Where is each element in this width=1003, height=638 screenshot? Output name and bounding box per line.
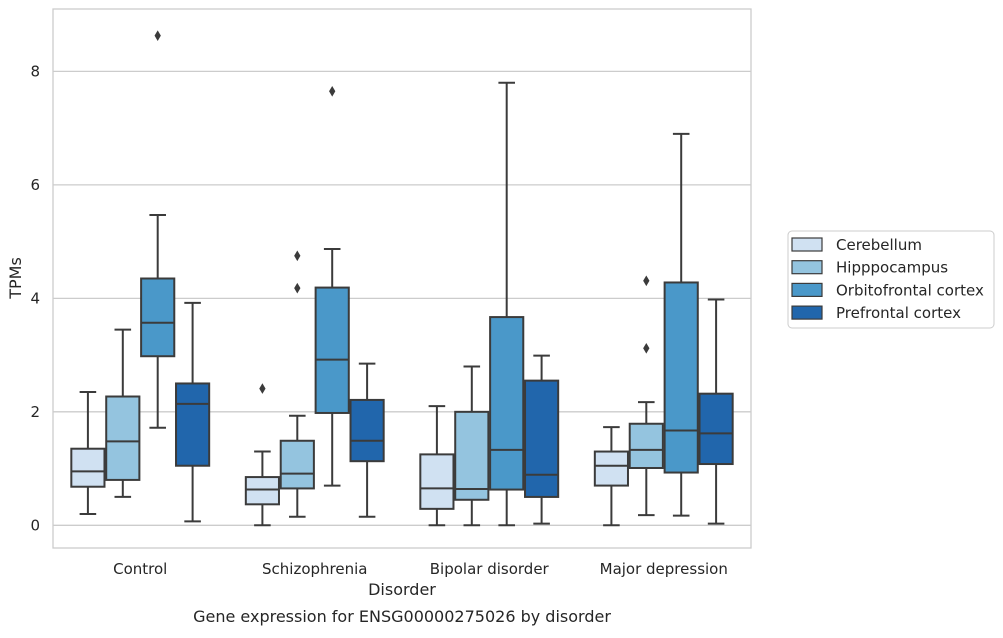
y-axis-label: TPMs: [6, 257, 25, 300]
iqr-box: [698, 392, 734, 466]
box-cerebellum: [70, 390, 106, 515]
box-prefrontal-cortex: [349, 362, 385, 518]
box-hipppocampus: [628, 275, 664, 517]
outlier-point: [643, 342, 650, 354]
legend: Cerebellum Hipppocampus Orbitofrontal cort…: [787, 230, 995, 329]
legend-label: Hipppocampus: [836, 259, 948, 277]
legend-label: Prefrontal cortex: [836, 304, 961, 322]
iqr-box: [489, 316, 525, 491]
iqr-box: [279, 439, 315, 490]
iqr-box: [663, 281, 699, 474]
iqr-box: [349, 398, 385, 463]
outlier-point: [259, 383, 266, 394]
iqr-box: [524, 379, 560, 498]
box-orbitofrontal-cortex: [140, 30, 176, 429]
legend-items: Cerebellum Hipppocampus Orbitofrontal cort…: [791, 236, 984, 322]
legend-label: Cerebellum: [836, 236, 922, 254]
outlier-point: [294, 282, 301, 294]
legend-label: Orbitofrontal cortex: [836, 281, 984, 299]
legend-item: Cerebellum: [791, 236, 922, 254]
legend-item: Orbitofrontal cortex: [791, 281, 984, 299]
iqr-box: [419, 453, 455, 510]
legend-item: Prefrontal cortex: [791, 304, 961, 322]
boxes: [70, 30, 734, 527]
x-axis-label: Disorder: [368, 580, 436, 599]
iqr-box: [244, 476, 280, 506]
y-tick-label: 2: [30, 403, 40, 421]
box-hipppocampus: [454, 365, 490, 527]
box-prefrontal-cortex: [524, 354, 560, 525]
legend-swatch: [791, 237, 823, 252]
y-tick-label: 4: [30, 289, 40, 307]
y-gridlines: [53, 70, 751, 526]
x-tick-label: Schizophrenia: [262, 560, 367, 578]
x-tick-label: Control: [113, 560, 167, 578]
box-cerebellum: [419, 405, 455, 527]
box-orbitofrontal-cortex: [314, 85, 350, 487]
box-orbitofrontal-cortex: [489, 81, 525, 527]
box-hipppocampus: [105, 328, 141, 498]
box-prefrontal-cortex: [698, 298, 734, 525]
legend-swatch: [791, 305, 823, 320]
iqr-box: [628, 422, 664, 470]
box-prefrontal-cortex: [175, 301, 211, 523]
legend-swatch: [791, 260, 823, 275]
legend-swatch: [791, 282, 823, 297]
iqr-box: [140, 277, 176, 358]
legend-item: Hipppocampus: [791, 259, 948, 277]
y-tick-label: 6: [30, 176, 40, 194]
iqr-box: [105, 395, 141, 481]
x-tick-label: Major depression: [600, 560, 728, 578]
iqr-box: [314, 286, 350, 414]
iqr-box: [70, 447, 106, 488]
x-tick-label: Bipolar disorder: [430, 560, 550, 578]
legend-frame: [787, 230, 995, 329]
y-tick-labels: 0 2 4 6 8: [30, 62, 40, 534]
box-cerebellum: [244, 383, 280, 527]
x-tick-labels: Control Schizophrenia Bipolar disorder Majo…: [113, 560, 728, 578]
outlier-point: [154, 30, 161, 41]
iqr-box: [175, 382, 211, 467]
chart-caption: Gene expression for ENSG00000275026 by d…: [193, 607, 611, 626]
iqr-box: [454, 410, 490, 501]
y-tick-label: 0: [30, 516, 40, 534]
outlier-point: [294, 250, 301, 262]
outlier-point: [643, 275, 650, 287]
box-cerebellum: [593, 426, 629, 527]
box-orbitofrontal-cortex: [663, 132, 699, 517]
box-hipppocampus: [279, 250, 315, 518]
y-tick-label: 8: [30, 62, 40, 80]
iqr-box: [593, 450, 629, 487]
outlier-point: [329, 85, 336, 97]
